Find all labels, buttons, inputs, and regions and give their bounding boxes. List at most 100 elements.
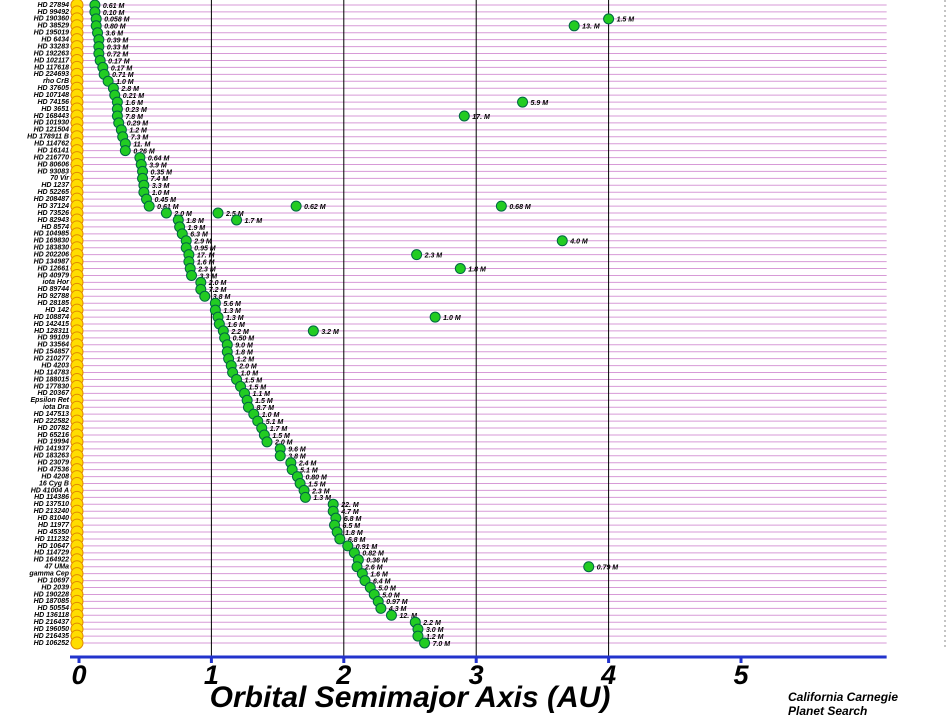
mass-label: 0.33 M (107, 44, 129, 51)
star-name: HD 136118 (34, 612, 69, 619)
mass-label: 0.17 M (111, 65, 133, 72)
mass-label: 12. M (399, 613, 417, 620)
star-name: HD 20782 (37, 425, 69, 432)
star-name: HD 187085 (34, 598, 70, 605)
planet (307, 325, 319, 337)
star-name: HD 50554 (37, 605, 69, 612)
mass-label: 4.3 M (388, 606, 407, 613)
star-name: HD 178911 B (27, 134, 69, 141)
planet (454, 263, 466, 275)
x-tick-label: 3 (469, 660, 484, 690)
star-name: HD 213240 (34, 508, 70, 515)
mass-label: 1.2 M (426, 634, 444, 641)
star-name: HD 216435 (34, 633, 70, 640)
mass-label: 0.35 M (151, 169, 173, 176)
mass-label: 1.6 M (197, 259, 215, 266)
mass-label: 1.8 M (186, 218, 204, 225)
mass-label: 0.17 M (108, 58, 130, 65)
mass-label: 0.61 M (157, 204, 179, 211)
star-name: HD 99109 (37, 335, 69, 342)
star-name: HD 154857 (34, 349, 71, 356)
planet (212, 207, 224, 219)
star-name: HD 37124 (37, 203, 69, 210)
mass-label: 2.0 M (238, 363, 257, 370)
mass-label: 4.0 M (569, 239, 588, 246)
mass-label: 2.5 M (225, 211, 244, 218)
mass-label: 1.8 M (468, 266, 486, 273)
mass-label: 2.9 M (193, 239, 212, 246)
star-name: HD 222582 (34, 418, 70, 425)
star-name: HD 114386 (34, 494, 69, 501)
star-name: HD 4208 (41, 473, 69, 480)
mass-label: 11. M (133, 142, 150, 149)
star-name: HD 52265 (37, 189, 69, 196)
mass-label: 0.39 M (107, 38, 129, 45)
mass-label: 3.3 M (152, 183, 170, 190)
star-name: HD 74156 (37, 99, 69, 106)
planet (261, 436, 273, 448)
star-name: HD 216437 (34, 619, 71, 626)
mass-label: 3.8 M (213, 294, 231, 301)
mass-label: 0.91 M (356, 544, 378, 551)
mass-label: 2.0 M (173, 211, 192, 218)
star-name: HD 114729 (34, 550, 69, 557)
star-name: HD 2039 (41, 584, 69, 591)
star-name: HD 114762 (34, 141, 69, 148)
star-name: HD 142415 (34, 321, 70, 328)
mass-label: 17. M (197, 252, 215, 259)
planet (186, 269, 198, 281)
mass-label: 4.7 M (340, 509, 359, 516)
mass-label: 5.1 M (266, 419, 284, 426)
star-name: HD 6434 (41, 37, 69, 44)
mass-label: 2.0 M (208, 280, 227, 287)
mass-label: 5.0 M (382, 592, 400, 599)
x-tick-label: 5 (733, 660, 749, 690)
mass-label: 6.8 M (348, 537, 366, 544)
planet (412, 630, 424, 642)
star-name: 16 Cyg B (39, 480, 69, 487)
mass-label: 3.6 M (106, 31, 124, 38)
star-name: iota Hor (43, 279, 71, 286)
star-name: HD 134987 (34, 258, 71, 265)
star-name: HD 192263 (34, 50, 70, 57)
mass-label: 0.68 M (509, 204, 531, 211)
star-name: HD 195019 (34, 30, 70, 37)
star-name: HD 4203 (41, 362, 69, 369)
mass-label: 0.80 M (104, 24, 126, 31)
star-name: HD 142 (45, 307, 69, 314)
mass-label: 17. M (472, 114, 490, 121)
star-name: HD 106252 (34, 640, 70, 647)
star-name: HD 183830 (34, 245, 70, 252)
star-name: HD 47536 (37, 466, 69, 473)
mass-label: 1.5 M (249, 384, 267, 391)
star-name: Epsilon Ret (30, 397, 69, 404)
credit: California Carnegie (788, 690, 898, 704)
mass-label: 1.0 M (152, 190, 170, 197)
star-name: HD 89744 (37, 286, 69, 293)
mass-label: 1.0 M (262, 412, 280, 419)
mass-label: 8.7 M (256, 405, 274, 412)
planet (160, 207, 172, 219)
star-name: HD 11977 (38, 522, 70, 529)
star-name: HD 33283 (37, 43, 69, 50)
star-name: HD 202206 (34, 251, 70, 258)
mass-label: 1.0 M (241, 370, 259, 377)
mass-label: 2.3 M (197, 266, 216, 273)
star-name: HD 117618 (34, 64, 69, 71)
mass-label: 0.36 M (366, 558, 388, 565)
planet (199, 290, 211, 302)
mass-label: 9.0 M (235, 343, 253, 350)
mass-label: 0.61 M (103, 3, 125, 10)
x-tick-label: 4 (600, 660, 616, 690)
mass-label: 22. M (340, 502, 359, 509)
star-name: iota Dra (43, 404, 69, 411)
star-name: HD 10697 (37, 577, 70, 584)
star-name: HD 3651 (41, 106, 69, 113)
star-name: HD 210277 (34, 356, 71, 363)
planet (583, 561, 595, 573)
mass-label: 1.7 M (245, 218, 263, 225)
star-name: HD 216770 (34, 154, 70, 161)
mass-label: 0.29 M (127, 121, 149, 128)
mass-label: 7.3 M (131, 135, 149, 142)
